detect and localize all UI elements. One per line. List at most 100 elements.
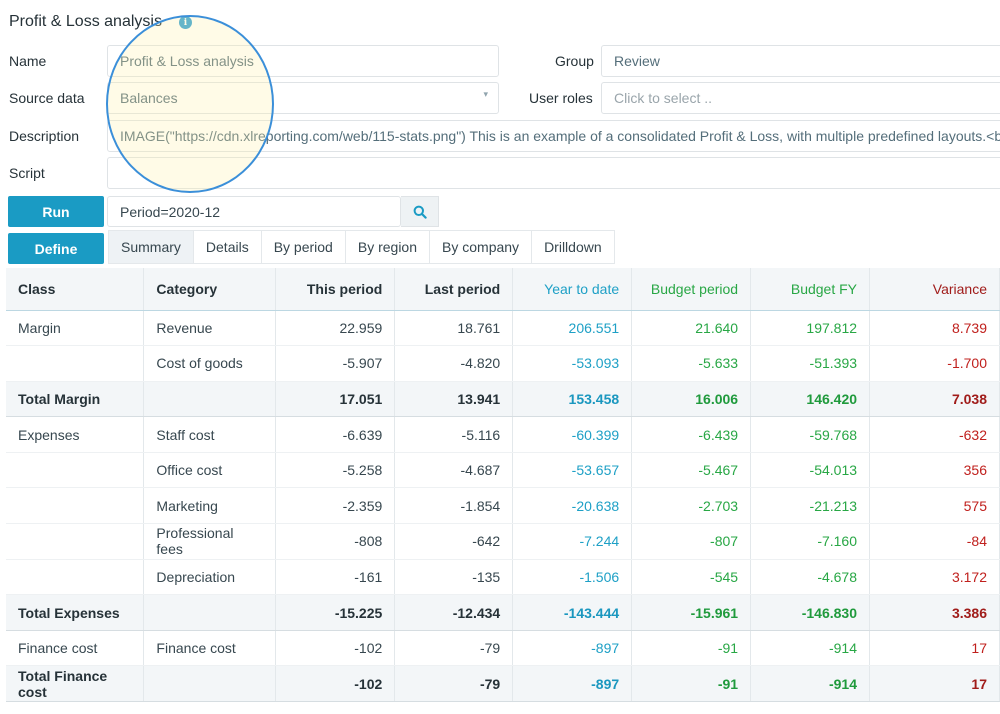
table-cell[interactable]: Expenses bbox=[6, 416, 145, 453]
table-cell[interactable]: 16.006 bbox=[631, 380, 752, 418]
table-cell[interactable]: -5.116 bbox=[394, 416, 514, 453]
table-cell[interactable] bbox=[6, 487, 145, 525]
column-header[interactable]: Class bbox=[6, 268, 145, 311]
table-cell[interactable]: -5.633 bbox=[631, 345, 752, 382]
table-cell[interactable]: -632 bbox=[869, 416, 1000, 453]
table-cell[interactable]: -53.657 bbox=[512, 452, 633, 489]
table-cell[interactable]: -914 bbox=[750, 665, 871, 703]
table-cell[interactable]: -54.013 bbox=[750, 452, 871, 489]
table-cell[interactable]: -6.639 bbox=[275, 416, 396, 453]
table-cell[interactable]: 3.386 bbox=[869, 594, 1000, 631]
table-cell[interactable]: -4.687 bbox=[394, 452, 514, 489]
table-cell[interactable]: -135 bbox=[394, 559, 514, 596]
table-cell[interactable]: Margin bbox=[6, 310, 145, 347]
table-cell[interactable] bbox=[143, 594, 277, 631]
tab-by-region[interactable]: By region bbox=[345, 230, 431, 264]
tab-by-company[interactable]: By company bbox=[430, 230, 533, 264]
table-cell[interactable]: -807 bbox=[631, 523, 752, 560]
description-field[interactable]: IMAGE("https://cdn.xlreporting.com/web/1… bbox=[107, 120, 1000, 152]
table-row[interactable]: Margin Revenue 22.959 18.761 206.551 21.640 19… bbox=[6, 310, 1000, 347]
tab-summary[interactable]: Summary bbox=[108, 230, 194, 264]
table-cell[interactable]: 356 bbox=[869, 452, 1000, 489]
table-cell[interactable]: -545 bbox=[631, 559, 752, 596]
table-cell[interactable]: -91 bbox=[631, 665, 752, 703]
table-cell[interactable]: -60.399 bbox=[512, 416, 633, 453]
table-cell[interactable]: 206.551 bbox=[512, 310, 633, 347]
table-cell[interactable] bbox=[6, 345, 145, 382]
table-cell[interactable]: -5.907 bbox=[275, 345, 396, 382]
table-cell[interactable]: -6.439 bbox=[631, 416, 752, 453]
table-cell[interactable]: -5.467 bbox=[631, 452, 752, 489]
table-cell[interactable]: -1.854 bbox=[394, 487, 514, 525]
table-row[interactable]: Marketing -2.359 -1.854 -20.638 -2.703 -21.21… bbox=[6, 487, 1000, 525]
table-cell[interactable]: -12.434 bbox=[394, 594, 514, 631]
tab-details[interactable]: Details bbox=[193, 230, 262, 264]
table-cell[interactable]: -79 bbox=[394, 665, 514, 703]
run-button[interactable]: Run bbox=[8, 196, 104, 227]
table-cell[interactable]: -914 bbox=[750, 630, 871, 667]
table-cell[interactable]: -146.830 bbox=[750, 594, 871, 631]
table-cell[interactable]: -4.678 bbox=[750, 559, 871, 596]
table-cell[interactable]: Total Expenses bbox=[6, 594, 145, 631]
table-cell[interactable]: Professional fees bbox=[143, 523, 277, 560]
group-field[interactable]: Review bbox=[601, 45, 1000, 77]
table-cell[interactable]: Staff cost bbox=[143, 416, 277, 453]
table-row[interactable]: Cost of goods -5.907 -4.820 -53.093 -5.633 -5… bbox=[6, 345, 1000, 382]
table-cell[interactable]: 21.640 bbox=[631, 310, 752, 347]
name-field[interactable]: Profit & Loss analysis bbox=[107, 45, 499, 77]
table-cell[interactable]: -15.225 bbox=[275, 594, 396, 631]
script-field[interactable] bbox=[107, 157, 1000, 189]
source-data-select[interactable]: Balances ▾ bbox=[107, 82, 499, 114]
table-cell[interactable] bbox=[6, 452, 145, 489]
table-row[interactable]: Finance cost Finance cost -102 -79 -897 -91 -9… bbox=[6, 630, 1000, 667]
table-cell[interactable]: -20.638 bbox=[512, 487, 633, 525]
table-cell[interactable]: 146.420 bbox=[750, 380, 871, 418]
column-header[interactable]: Variance bbox=[869, 268, 1000, 311]
table-cell[interactable]: 153.458 bbox=[512, 380, 633, 418]
table-cell[interactable]: -15.961 bbox=[631, 594, 752, 631]
table-row[interactable]: Expenses Staff cost -6.639 -5.116 -60.399 -6.… bbox=[6, 416, 1000, 453]
table-cell[interactable]: Revenue bbox=[143, 310, 277, 347]
table-cell[interactable]: 8.739 bbox=[869, 310, 1000, 347]
table-cell[interactable]: -161 bbox=[275, 559, 396, 596]
table-cell[interactable]: -51.393 bbox=[750, 345, 871, 382]
table-cell[interactable]: Total Margin bbox=[6, 380, 145, 418]
table-cell[interactable]: 17.051 bbox=[275, 380, 396, 418]
table-cell[interactable]: Total Finance cost bbox=[6, 665, 145, 703]
table-cell[interactable]: -1.700 bbox=[869, 345, 1000, 382]
table-cell[interactable]: -4.820 bbox=[394, 345, 514, 382]
define-button[interactable]: Define bbox=[8, 233, 104, 264]
table-cell[interactable]: -5.258 bbox=[275, 452, 396, 489]
table-cell[interactable]: Office cost bbox=[143, 452, 277, 489]
column-header[interactable]: Budget FY bbox=[750, 268, 871, 311]
total-row[interactable]: Total Margin 17.051 13.941 153.458 16.006 146… bbox=[6, 380, 1000, 418]
table-cell[interactable]: -2.359 bbox=[275, 487, 396, 525]
table-cell[interactable]: 575 bbox=[869, 487, 1000, 525]
table-cell[interactable] bbox=[143, 665, 277, 703]
table-cell[interactable]: 3.172 bbox=[869, 559, 1000, 596]
table-cell[interactable]: -642 bbox=[394, 523, 514, 560]
table-cell[interactable]: -897 bbox=[512, 630, 633, 667]
table-cell[interactable]: -808 bbox=[275, 523, 396, 560]
table-cell[interactable]: Marketing bbox=[143, 487, 277, 525]
table-row[interactable]: Depreciation -161 -135 -1.506 -545 -4.678 3.17… bbox=[6, 559, 1000, 596]
table-cell[interactable]: 7.038 bbox=[869, 380, 1000, 418]
table-cell[interactable] bbox=[143, 380, 277, 418]
total-row[interactable]: Total Expenses -15.225 -12.434 -143.444 -15.… bbox=[6, 594, 1000, 631]
table-row[interactable]: Office cost -5.258 -4.687 -53.657 -5.467 -54.… bbox=[6, 452, 1000, 489]
table-cell[interactable]: Finance cost bbox=[6, 630, 145, 667]
table-cell[interactable] bbox=[6, 559, 145, 596]
table-cell[interactable]: 22.959 bbox=[275, 310, 396, 347]
table-cell[interactable]: -79 bbox=[394, 630, 514, 667]
table-cell[interactable]: -897 bbox=[512, 665, 633, 703]
table-cell[interactable]: -53.093 bbox=[512, 345, 633, 382]
table-cell[interactable] bbox=[6, 523, 145, 560]
table-row[interactable]: Professional fees -808 -642 -7.244 -807 -7.16… bbox=[6, 523, 1000, 560]
query-input[interactable]: Period=2020-12 bbox=[107, 196, 401, 227]
tab-by-period[interactable]: By period bbox=[261, 230, 346, 264]
table-cell[interactable]: 18.761 bbox=[394, 310, 514, 347]
table-cell[interactable]: -84 bbox=[869, 523, 1000, 560]
total-row[interactable]: Total Finance cost -102 -79 -897 -91 -914 17 bbox=[6, 665, 1000, 703]
table-cell[interactable]: 17 bbox=[869, 665, 1000, 703]
table-cell[interactable]: 17 bbox=[869, 630, 1000, 667]
